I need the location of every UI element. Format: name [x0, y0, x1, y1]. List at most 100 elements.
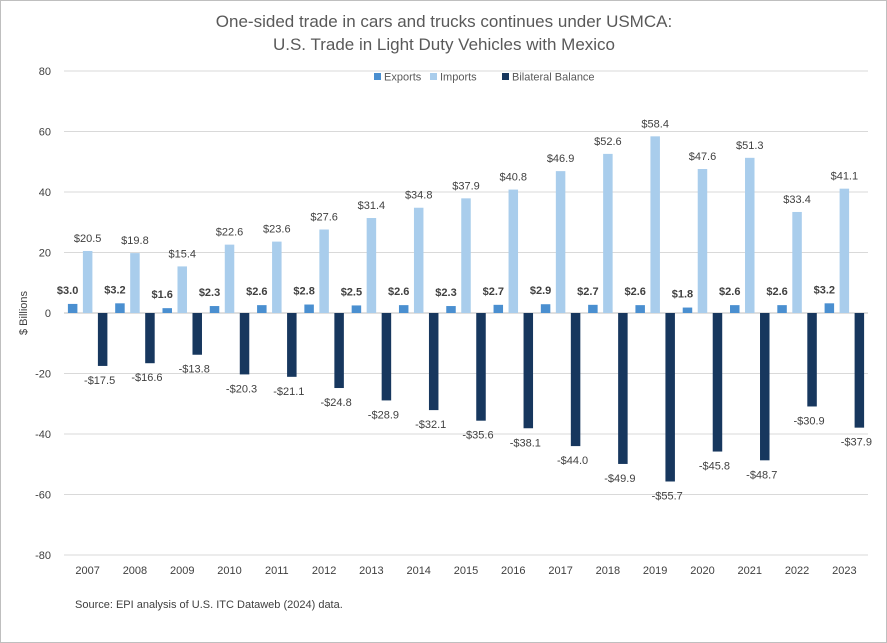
- data-label: -$24.8: [321, 397, 352, 409]
- axes: -80 -60 -40 -20 0 20 40 60 80 2007 2008 2009 2010 201…: [35, 66, 857, 577]
- bar-bilateral-balance: [192, 313, 202, 355]
- bar-exports: [67, 303, 78, 313]
- bar-imports: [603, 153, 613, 313]
- bar-exports: [588, 304, 598, 313]
- data-label: -$17.5: [84, 375, 115, 387]
- x-tick-label: 2010: [217, 565, 241, 577]
- bar-exports: [209, 306, 220, 313]
- data-labels: $3.0 $3.2 $1.6 $2.3 $2.6 $2.8 $2.5 $2.6 $2.3 $2.7…: [57, 118, 872, 502]
- bar-exports: [682, 307, 693, 313]
- bar-exports: [304, 304, 314, 313]
- data-label: $46.9: [547, 153, 575, 165]
- data-label: -$32.1: [415, 419, 446, 431]
- data-label: $33.4: [783, 194, 811, 206]
- data-label: -$55.7: [652, 490, 683, 502]
- x-tick-label: 2017: [548, 565, 572, 577]
- bar-bilateral-balance: [807, 313, 817, 407]
- data-label: $37.9: [452, 180, 480, 192]
- bar-bilateral-balance: [287, 313, 297, 377]
- source-note: Source: EPI analysis of U.S. ITC Dataweb…: [75, 599, 343, 611]
- bar-exports: [446, 306, 456, 313]
- bar-exports: [540, 304, 551, 313]
- y-tick-label: 0: [45, 308, 51, 320]
- bar-exports: [777, 305, 787, 313]
- data-label: $2.7: [483, 286, 504, 298]
- bar-bilateral-balance: [239, 313, 250, 375]
- bar-exports: [398, 305, 409, 313]
- x-tick-label: 2022: [785, 565, 809, 577]
- bar-exports: [824, 303, 835, 313]
- data-label: -$48.7: [746, 469, 777, 481]
- data-label: $27.6: [310, 212, 338, 224]
- x-tick-label: 2011: [265, 565, 289, 577]
- bar-imports: [792, 211, 802, 313]
- data-label: -$16.6: [131, 372, 162, 384]
- data-label: -$38.1: [510, 437, 541, 449]
- x-tick-label: 2008: [123, 565, 147, 577]
- bars: [67, 136, 865, 482]
- bar-imports: [650, 136, 660, 313]
- bar-imports: [319, 229, 329, 313]
- bar-imports: [366, 218, 377, 313]
- bar-bilateral-balance: [428, 313, 439, 411]
- data-label: $2.6: [246, 286, 267, 298]
- bar-bilateral-balance: [97, 313, 108, 366]
- bar-imports: [745, 157, 755, 313]
- data-label: -$21.1: [273, 386, 304, 398]
- bar-imports: [697, 169, 708, 313]
- legend-swatch: [502, 73, 509, 80]
- data-label: $3.2: [104, 284, 125, 296]
- bar-bilateral-balance: [618, 313, 628, 464]
- x-tick-label: 2015: [454, 565, 478, 577]
- data-label: -$45.8: [699, 461, 730, 473]
- data-label: -$37.9: [841, 437, 872, 449]
- x-tick-label: 2020: [690, 565, 714, 577]
- bar-imports: [272, 241, 282, 313]
- bar-imports: [224, 244, 235, 313]
- data-label: $2.3: [435, 287, 456, 299]
- y-tick-label: -60: [35, 490, 51, 502]
- data-label: -$30.9: [793, 415, 824, 427]
- y-tick-label: -80: [35, 550, 51, 562]
- data-label: $40.8: [500, 172, 528, 184]
- bar-bilateral-balance: [854, 313, 865, 428]
- x-tick-label: 2019: [643, 565, 667, 577]
- bar-imports: [508, 189, 519, 313]
- data-label: $34.8: [405, 190, 433, 202]
- x-tick-label: 2018: [596, 565, 620, 577]
- data-label: $3.2: [814, 284, 835, 296]
- data-label: $15.4: [168, 248, 196, 260]
- chart-subtitle: U.S. Trade in Light Duty Vehicles with M…: [273, 35, 615, 54]
- legend-swatch: [374, 73, 381, 80]
- data-label: $22.6: [216, 227, 244, 239]
- bar-imports: [461, 198, 471, 313]
- bar-bilateral-balance: [381, 313, 392, 401]
- bar-bilateral-balance: [570, 313, 581, 447]
- data-label: $2.3: [199, 287, 220, 299]
- bar-exports: [730, 305, 740, 313]
- bar-exports: [162, 308, 172, 313]
- bar-exports: [635, 305, 645, 313]
- bar-bilateral-balance: [665, 313, 675, 482]
- legend-label: Bilateral Balance: [512, 72, 595, 84]
- bar-imports: [130, 253, 140, 313]
- data-label: -$20.3: [226, 383, 257, 395]
- x-tick-label: 2009: [170, 565, 194, 577]
- bar-imports: [555, 171, 566, 313]
- legend-label: Exports: [384, 72, 422, 84]
- data-label: $2.5: [341, 286, 362, 298]
- data-label: $58.4: [641, 118, 669, 130]
- x-tick-label: 2014: [406, 565, 430, 577]
- data-label: $41.1: [831, 171, 859, 183]
- bar-bilateral-balance: [523, 313, 534, 429]
- data-label: $1.8: [672, 289, 693, 301]
- legend-label: Imports: [440, 72, 477, 84]
- y-tick-label: 20: [39, 248, 51, 260]
- chart-title: One-sided trade in cars and trucks conti…: [216, 12, 672, 31]
- data-label: $52.6: [594, 136, 622, 148]
- data-label: -$13.8: [179, 364, 210, 376]
- bar-imports: [82, 250, 93, 313]
- y-tick-label: 60: [39, 127, 51, 139]
- data-label: $19.8: [121, 235, 149, 247]
- bar-bilateral-balance: [145, 313, 155, 364]
